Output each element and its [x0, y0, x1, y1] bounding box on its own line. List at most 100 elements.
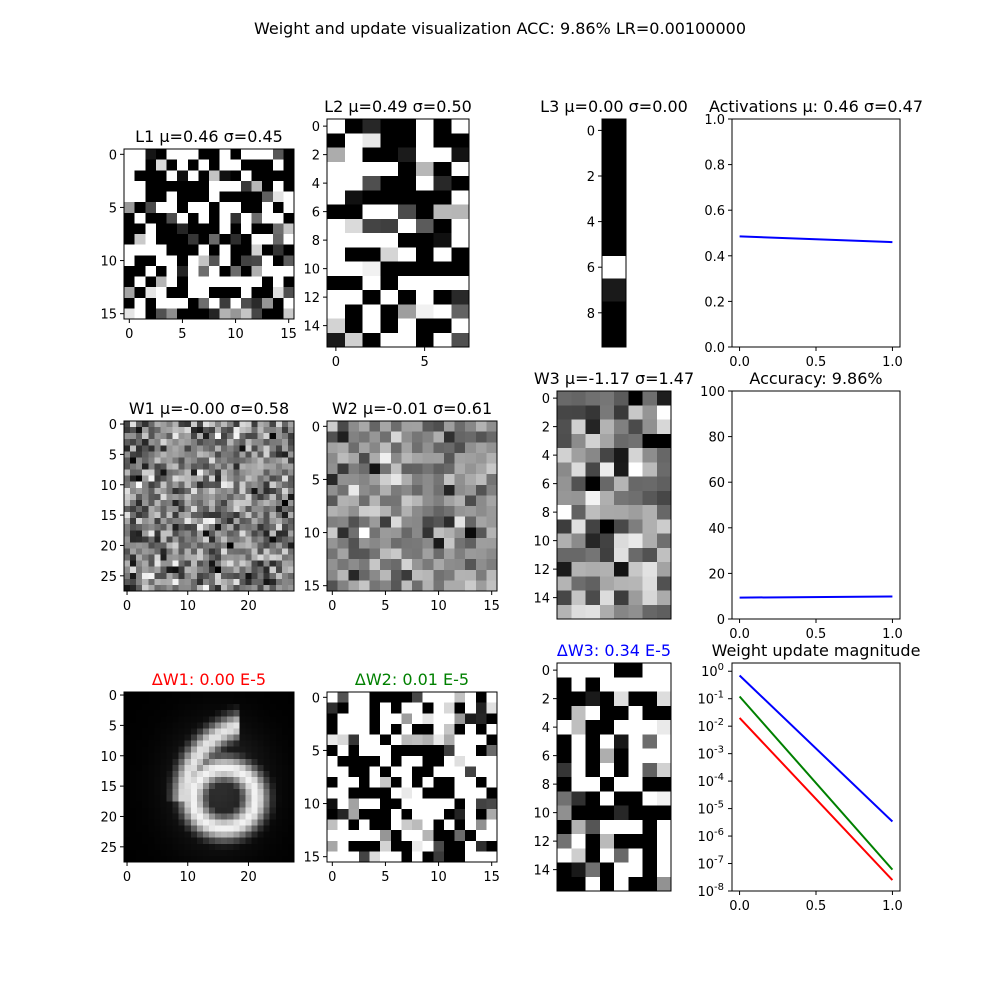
heatmap-cell	[337, 559, 349, 571]
heatmap-cell	[142, 831, 149, 839]
heatmap-cell	[412, 798, 424, 810]
heatmap-cell	[262, 234, 274, 246]
heatmap-cell	[401, 723, 413, 735]
heatmap-cell	[451, 290, 470, 305]
heatmap-cell	[190, 578, 198, 586]
heatmap-cell	[245, 807, 252, 814]
heatmap-cell	[136, 692, 143, 699]
heatmap-frame	[326, 420, 498, 592]
heatmap-cell	[275, 746, 283, 754]
heatmap-cell	[269, 746, 277, 754]
heatmap-cell	[202, 837, 210, 845]
heatmap-cell	[344, 247, 363, 262]
heatmap-cell	[202, 499, 210, 507]
heatmap-cell	[380, 133, 399, 148]
heatmap-cell	[281, 542, 289, 549]
heatmap-cell	[443, 506, 455, 518]
heatmap-cell	[221, 704, 228, 711]
heatmap-cell	[599, 562, 615, 577]
heatmap-cell	[257, 692, 265, 699]
heatmap-cell	[281, 795, 289, 802]
heatmap-cell	[124, 584, 131, 592]
heatmap-cell	[221, 837, 228, 845]
heatmap-cell	[239, 783, 246, 790]
heatmap-cell	[154, 758, 161, 766]
heatmap-cell	[160, 837, 167, 845]
heatmap-cell	[358, 569, 370, 581]
heatmap-cell	[283, 149, 295, 161]
heatmap-cell	[262, 276, 274, 288]
heatmap-cell	[656, 819, 672, 835]
heatmap-cell	[327, 452, 339, 464]
heatmap-cell	[263, 578, 271, 586]
heatmap-cell	[443, 745, 455, 757]
heatmap-cell	[233, 710, 240, 717]
heatmap-cell	[178, 554, 186, 562]
heatmap-cell	[327, 713, 339, 725]
heatmap-cell	[257, 584, 265, 592]
heatmap-cell	[190, 728, 198, 735]
heatmap-cell	[281, 493, 289, 501]
heatmap-cell	[369, 559, 381, 571]
heatmap-cell	[656, 691, 672, 707]
heatmap-cell	[287, 469, 295, 477]
heatmap-cell	[412, 527, 424, 539]
heatmap-cell	[281, 764, 289, 772]
heatmap-cell	[233, 843, 240, 851]
heatmap-cell	[172, 572, 180, 580]
heatmap-cell	[263, 512, 271, 519]
heatmap-cell	[415, 304, 434, 319]
heatmap-cell	[557, 490, 572, 506]
heatmap-cell	[190, 548, 198, 555]
heatmap-cell	[401, 569, 413, 581]
heatmap-cell	[269, 542, 277, 549]
heatmap-cell	[369, 580, 381, 592]
heatmap-cell	[166, 819, 173, 826]
heatmap-cell	[215, 807, 222, 814]
heatmap-cell	[614, 448, 629, 463]
heatmap-cell	[275, 777, 283, 784]
heatmap-cell	[344, 119, 363, 134]
heatmap-cell	[571, 663, 586, 678]
heatmap-cell	[187, 244, 199, 256]
heatmap-cell	[184, 469, 192, 477]
heatmap-cell	[187, 212, 199, 224]
heatmap-cell	[202, 716, 210, 723]
heatmap-cell	[275, 572, 283, 580]
heatmap-cell	[160, 554, 167, 562]
heatmap-cell	[557, 734, 572, 749]
heatmap-cell	[283, 297, 295, 309]
heatmap-cell	[221, 433, 228, 440]
heatmap-cell	[166, 191, 178, 203]
heatmap-cell	[196, 722, 204, 729]
heatmap-cell	[557, 663, 572, 678]
heatmap-cell	[160, 734, 167, 741]
heatmap-cell	[380, 830, 392, 842]
heatmap-cell	[166, 855, 173, 863]
x-tick-label: 1.0	[882, 627, 903, 642]
heatmap-cell	[209, 807, 216, 814]
heatmap-cell	[227, 837, 234, 845]
heatmap-cell	[124, 566, 131, 574]
heatmap-cell	[166, 752, 173, 760]
heatmap-cell	[190, 849, 198, 857]
heatmap-cell	[130, 752, 137, 760]
heatmap-cell	[142, 698, 149, 705]
heatmap-cell	[187, 159, 199, 171]
heatmap-cell	[166, 536, 173, 543]
heatmap-cell	[257, 566, 265, 574]
heatmap-cell	[327, 204, 346, 220]
heatmap-cell	[221, 728, 228, 735]
heatmap-cell	[656, 433, 672, 449]
heatmap-cell	[422, 851, 434, 863]
heatmap-cell	[233, 789, 240, 796]
heatmap-cell	[585, 476, 601, 492]
heatmap-cell	[239, 554, 246, 562]
heatmap-cell	[177, 180, 189, 192]
heatmap-cell	[160, 783, 167, 790]
heatmap-cell	[380, 484, 392, 496]
heatmap-cell	[281, 445, 289, 452]
heatmap-cell	[239, 789, 246, 796]
heatmap-cell	[172, 499, 180, 507]
heatmap-cell	[348, 745, 360, 757]
